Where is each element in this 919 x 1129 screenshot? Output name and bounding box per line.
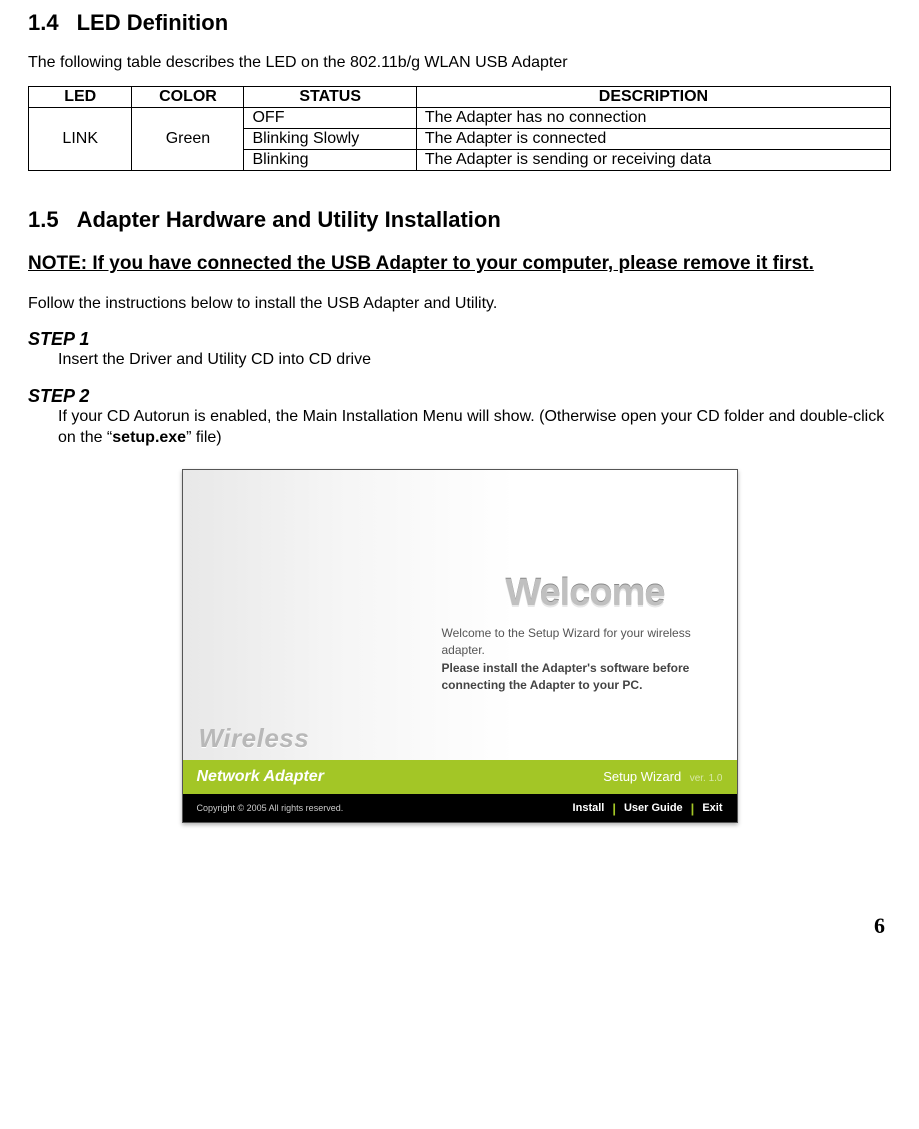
network-adapter-label: Network Adapter xyxy=(197,768,324,786)
wizard-actions: Install | User Guide | Exit xyxy=(573,801,723,816)
setup-wizard-right: Setup Wizard ver. 1.0 xyxy=(603,768,722,786)
setup-wizard-window: Welcome Welcome to the Setup Wizard for … xyxy=(182,469,738,823)
step-2-body: If your CD Autorun is enabled, the Main … xyxy=(58,407,891,449)
wizard-black-bar: Copyright © 2005 All rights reserved. In… xyxy=(183,794,737,822)
cell-desc-0: The Adapter has no connection xyxy=(416,108,890,129)
section-1-5-title: Adapter Hardware and Utility Installatio… xyxy=(77,207,501,232)
cell-desc-2: The Adapter is sending or receiving data xyxy=(416,150,890,171)
copyright-text: Copyright © 2005 All rights reserved. xyxy=(197,803,344,813)
section-1-5-heading: 1.5 Adapter Hardware and Utility Installa… xyxy=(28,207,891,233)
section-1-4-heading: 1.4 LED Definition xyxy=(28,10,891,36)
cell-status-2: Blinking xyxy=(244,150,416,171)
th-description: DESCRIPTION xyxy=(416,87,890,108)
note-text: NOTE: If you have connected the USB Adap… xyxy=(28,251,891,277)
separator-icon: | xyxy=(691,801,695,816)
step-1-label: STEP 1 xyxy=(28,329,891,350)
welcome-paragraph-1: Welcome to the Setup Wizard for your wir… xyxy=(442,625,702,659)
step-2-after: ” file) xyxy=(186,429,222,446)
th-led: LED xyxy=(29,87,132,108)
wizard-green-bar: Network Adapter Setup Wizard ver. 1.0 xyxy=(183,760,737,794)
section-1-5-number: 1.5 xyxy=(28,207,59,233)
follow-text: Follow the instructions below to install… xyxy=(28,295,891,313)
wizard-body: Welcome Welcome to the Setup Wizard for … xyxy=(183,470,737,760)
table-header-row: LED COLOR STATUS DESCRIPTION xyxy=(29,87,891,108)
exit-button[interactable]: Exit xyxy=(702,802,722,814)
table-row: LINK Green OFF The Adapter has no connec… xyxy=(29,108,891,129)
th-status: STATUS xyxy=(244,87,416,108)
install-button[interactable]: Install xyxy=(573,802,605,814)
cell-color: Green xyxy=(132,108,244,171)
step-2-label: STEP 2 xyxy=(28,386,891,407)
cell-status-0: OFF xyxy=(244,108,416,129)
section-1-4-intro: The following table describes the LED on… xyxy=(28,54,891,72)
version-label: ver. 1.0 xyxy=(690,773,723,784)
page-number: 6 xyxy=(28,913,891,939)
wireless-label: Wireless xyxy=(199,723,310,754)
led-table: LED COLOR STATUS DESCRIPTION LINK Green … xyxy=(28,86,891,171)
step-1-body: Insert the Driver and Utility CD into CD… xyxy=(58,350,891,371)
cell-status-1: Blinking Slowly xyxy=(244,129,416,150)
setup-wizard-label: Setup Wizard xyxy=(603,769,681,784)
user-guide-button[interactable]: User Guide xyxy=(624,802,683,814)
cell-led: LINK xyxy=(29,108,132,171)
setup-exe-text: setup.exe xyxy=(112,429,186,446)
th-color: COLOR xyxy=(132,87,244,108)
separator-icon: | xyxy=(612,801,616,816)
section-1-4-number: 1.4 xyxy=(28,10,59,36)
welcome-heading: Welcome xyxy=(505,572,664,615)
wizard-screenshot-container: Welcome Welcome to the Setup Wizard for … xyxy=(28,469,891,823)
cell-desc-1: The Adapter is connected xyxy=(416,129,890,150)
welcome-paragraph-2: Please install the Adapter's software be… xyxy=(442,660,702,694)
section-1-4-title: LED Definition xyxy=(77,10,229,35)
